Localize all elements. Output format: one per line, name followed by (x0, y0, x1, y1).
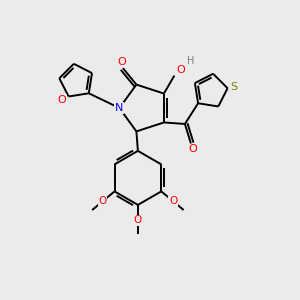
Text: O: O (134, 215, 142, 226)
Text: O: O (188, 145, 197, 154)
Text: O: O (169, 196, 177, 206)
Text: O: O (98, 196, 107, 206)
Text: S: S (230, 82, 237, 92)
Text: O: O (117, 56, 126, 67)
Text: H: H (187, 56, 195, 66)
Text: O: O (58, 94, 66, 104)
Text: N: N (115, 103, 124, 113)
Text: O: O (177, 65, 185, 75)
